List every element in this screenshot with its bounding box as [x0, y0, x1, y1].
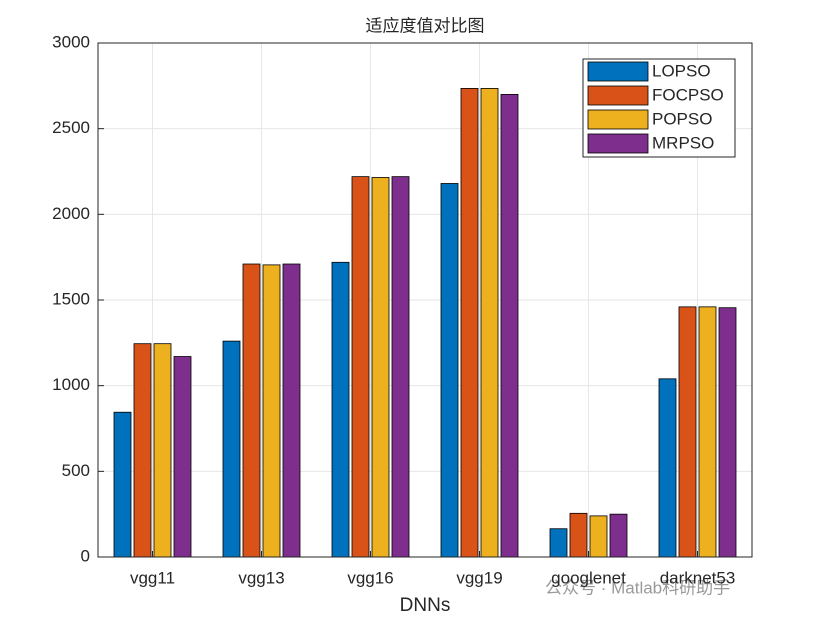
legend-label: FOCPSO — [652, 85, 724, 104]
legend-label: POPSO — [652, 109, 712, 128]
bar — [698, 306, 717, 558]
bar — [153, 343, 172, 558]
bar — [262, 264, 281, 558]
bar — [658, 378, 677, 558]
y-tick-label: 1000 — [52, 375, 90, 394]
y-tick-label: 0 — [81, 546, 90, 565]
x-tick-label: vgg19 — [456, 568, 502, 587]
bar — [351, 176, 370, 558]
legend-label: MRPSO — [652, 133, 714, 152]
x-tick-label: vgg16 — [347, 568, 393, 587]
bar — [718, 307, 737, 558]
legend-swatch — [587, 109, 649, 130]
legend-label: LOPSO — [652, 61, 711, 80]
legend-swatch — [587, 61, 649, 82]
x-tick-label: vgg11 — [130, 568, 175, 587]
bar — [589, 515, 608, 558]
bar — [440, 183, 459, 558]
x-tick-label: vgg13 — [238, 568, 284, 587]
chart-title: 适应度值对比图 — [366, 16, 485, 35]
bar — [480, 88, 499, 558]
bar — [678, 306, 697, 558]
legend-swatch — [587, 85, 649, 106]
bar — [460, 88, 479, 558]
watermark: 公众号 · Matlab科研助手 — [545, 578, 730, 597]
y-tick-label: 3000 — [52, 32, 90, 51]
x-axis-label: DNNs — [400, 595, 451, 616]
bar — [242, 263, 261, 558]
x-tick-label: darknet53 — [660, 568, 736, 587]
bar — [609, 513, 628, 558]
legend-swatch — [587, 133, 649, 154]
bar — [569, 512, 588, 558]
bar — [133, 343, 152, 558]
bar — [282, 263, 301, 558]
y-tick-label: 2500 — [52, 118, 90, 137]
y-tick-label: 500 — [62, 461, 90, 480]
y-tick-label: 1500 — [52, 289, 90, 308]
x-tick-label: googlenet — [551, 568, 626, 587]
bar — [222, 340, 241, 558]
bar — [391, 176, 410, 558]
bar — [331, 261, 350, 558]
axes-box — [97, 42, 753, 558]
bar — [549, 528, 568, 558]
bar — [173, 356, 192, 558]
bar — [371, 177, 390, 558]
bar — [113, 411, 132, 558]
bar — [500, 94, 519, 558]
y-tick-label: 2000 — [52, 204, 90, 223]
